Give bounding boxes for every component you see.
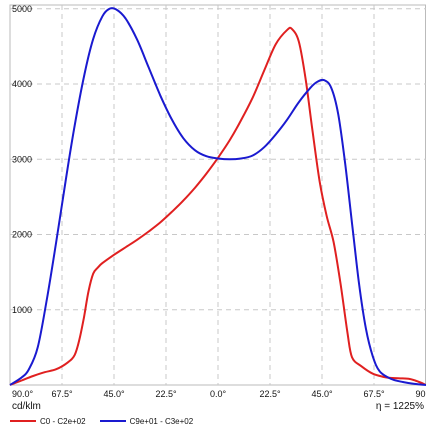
legend: C0 - C2e+02 C9e+01 - C3e+02 — [10, 414, 207, 428]
y-tick-label: 1000 — [12, 305, 32, 315]
legend-swatch-c90 — [99, 420, 126, 422]
x-tick-label: 0.0° — [210, 389, 227, 399]
series-layer — [9, 7, 426, 386]
legend-label-c90: C9e+01 - C3e+02 — [129, 416, 194, 426]
y-tick-labels: 1000 2000 3000 4000 5000 — [12, 4, 32, 315]
unit-label: cd/klm — [12, 401, 41, 412]
legend-item-c90: C9e+01 - C3e+02 — [99, 416, 194, 426]
x-tick-label: 67.5° — [363, 389, 385, 399]
efficiency-label: η = 1225% — [375, 401, 424, 412]
x-tick-label: 67.5° — [51, 389, 73, 399]
legend-swatch-c0 — [10, 420, 36, 422]
legend-item-c0: C0 - C2e+02 — [10, 417, 86, 426]
x-tick-label: 90.0° — [12, 389, 34, 399]
x-tick-label: 22.5° — [155, 389, 177, 399]
series-line-0 — [9, 26, 426, 386]
x-tick-label: 90.0° — [415, 389, 426, 399]
y-tick-label: 5000 — [12, 4, 32, 14]
y-tick-label: 4000 — [12, 79, 32, 89]
x-tick-label: 45.0° — [311, 389, 333, 399]
series-line-1 — [9, 7, 426, 386]
x-tick-labels: 90.0° 67.5° 45.0° 22.5° 0.0° 22.5° 45.0° 67.5° 9… — [12, 389, 426, 399]
x-tick-label: 45.0° — [103, 389, 125, 399]
legend-label-c0: C0 - C2e+02 — [40, 416, 86, 426]
y-tick-label: 3000 — [12, 154, 32, 164]
y-tick-label: 2000 — [12, 230, 32, 240]
x-tick-label: 22.5° — [259, 389, 281, 399]
